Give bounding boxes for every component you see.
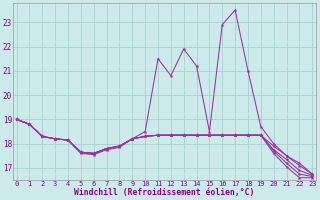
X-axis label: Windchill (Refroidissement éolien,°C): Windchill (Refroidissement éolien,°C)	[74, 188, 255, 197]
